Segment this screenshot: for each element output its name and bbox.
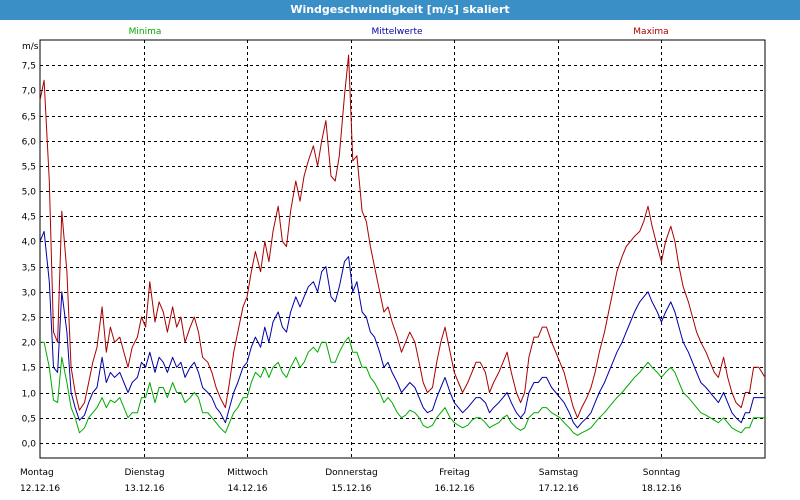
y-tick-label: 4,5 — [22, 213, 36, 223]
x-day-label: Montag — [20, 468, 54, 478]
x-axis-ticks: Montag 12.12.16 Dienstag 13.12.16 Mittwoch 14… — [20, 468, 682, 494]
legend-item-mittelwerte: Mittelwerte — [371, 27, 422, 37]
x-date-label: 18.12.16 — [641, 484, 681, 494]
x-day-label: Freitag — [439, 468, 470, 478]
y-tick-label: 6,5 — [22, 113, 36, 123]
y-tick-label: 0,5 — [22, 415, 36, 425]
y-tick-label: 5,5 — [22, 163, 36, 173]
x-day-label: Sonntag — [643, 468, 680, 478]
y-tick-label: 2,5 — [22, 314, 36, 324]
y-tick-label: 3,5 — [22, 264, 36, 274]
x-day-label: Mittwoch — [227, 468, 268, 478]
x-date-label: 17.12.16 — [538, 484, 578, 494]
y-tick-label: 2,0 — [22, 339, 37, 349]
y-tick-label: 0,0 — [22, 440, 37, 450]
y-tick-label: 1,0 — [22, 390, 37, 400]
wind-speed-chart: 0,0 0,5 1,0 1,5 2,0 2,5 3,0 3,5 4,0 4,5 5,0 5,5 6,0 6… — [20, 27, 766, 494]
series-lines — [39, 54, 766, 436]
x-day-label: Dienstag — [124, 468, 164, 478]
y-tick-label: 7,0 — [22, 87, 37, 97]
x-date-label: 13.12.16 — [124, 484, 164, 494]
legend: Minima Mittelwerte Maxima — [129, 27, 669, 37]
x-date-label: 15.12.16 — [331, 484, 371, 494]
y-tick-label: 1,5 — [22, 364, 36, 374]
x-date-label: 14.12.16 — [227, 484, 267, 494]
y-tick-label: 5,0 — [22, 188, 37, 198]
series-line-maxima — [39, 54, 766, 419]
plot-area-border — [39, 39, 766, 459]
y-tick-label: 3,0 — [22, 289, 37, 299]
x-day-label: Samstag — [539, 468, 578, 478]
series-line-minima — [40, 336, 765, 436]
legend-item-maxima: Maxima — [633, 27, 668, 37]
grid-lines — [40, 40, 765, 458]
x-day-label: Donnerstag — [325, 468, 378, 478]
y-axis-unit-label: m/s — [22, 42, 39, 52]
y-tick-label: 7,5 — [22, 62, 36, 72]
y-axis-ticks: 0,0 0,5 1,0 1,5 2,0 2,5 3,0 3,5 4,0 4,5 5,0 5,5 6,0 6… — [22, 62, 37, 450]
legend-item-minima: Minima — [129, 27, 162, 37]
x-date-label: 12.12.16 — [20, 484, 60, 494]
y-tick-label: 6,0 — [22, 138, 37, 148]
y-tick-label: 4,0 — [22, 238, 37, 248]
x-date-label: 16.12.16 — [434, 484, 474, 494]
series-line-mittelwerte — [39, 230, 765, 429]
window-title: Windgeschwindigkeit [m/s] skaliert — [0, 0, 800, 20]
